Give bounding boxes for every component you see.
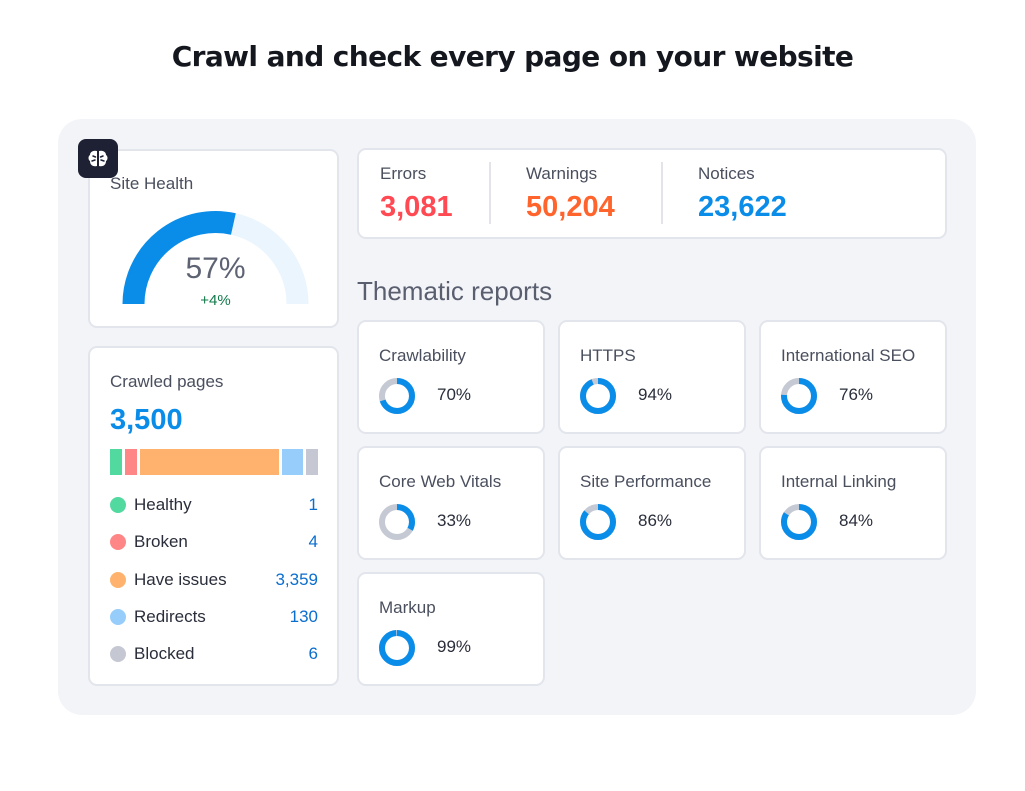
warnings-value: 50,204 <box>526 191 615 223</box>
report-card-international-seo[interactable]: International SEO 76% <box>759 320 947 434</box>
status-name: Have issues <box>134 569 227 589</box>
gauge-fill <box>122 211 236 305</box>
warnings-stat[interactable]: Warnings 50,204 <box>526 164 615 224</box>
crawled-row-have-issues[interactable]: Have issues 3,359 <box>110 568 318 592</box>
site-health-gauge <box>122 211 309 305</box>
divider <box>489 162 491 224</box>
gauge-track <box>230 213 309 305</box>
thematic-reports-title: Thematic reports <box>357 276 553 306</box>
report-name: Crawlability <box>379 346 466 365</box>
status-dot <box>110 646 126 663</box>
report-percent: 94% <box>638 385 673 404</box>
report-name: Site Performance <box>580 472 712 491</box>
status-dot <box>110 534 126 551</box>
donut-fill <box>379 378 415 414</box>
donut-fill <box>580 378 616 414</box>
divider <box>661 162 663 224</box>
site-health-value: 57% <box>185 252 246 285</box>
status-name: Blocked <box>134 644 195 664</box>
crawled-row-redirects[interactable]: Redirects 130 <box>110 605 318 629</box>
bar-segment-broken <box>125 449 137 475</box>
report-name: Internal Linking <box>781 472 897 491</box>
report-percent: 86% <box>638 511 673 530</box>
crawled-pages-total: 3,500 <box>110 404 183 436</box>
report-card-markup[interactable]: Markup 99% <box>357 572 545 686</box>
report-name: HTTPS <box>580 346 636 365</box>
donut-fill <box>781 504 817 540</box>
notices-stat[interactable]: Notices 23,622 <box>698 164 787 224</box>
report-card-crawlability[interactable]: Crawlability 70% <box>357 320 545 434</box>
report-card-internal-linking[interactable]: Internal Linking 84% <box>759 446 947 560</box>
status-count[interactable]: 130 <box>289 606 318 626</box>
status-count[interactable]: 1 <box>308 495 318 514</box>
crawled-row-healthy[interactable]: Healthy 1 <box>110 493 318 517</box>
status-name: Broken <box>134 532 188 552</box>
report-donut <box>379 504 415 540</box>
errors-stat[interactable]: Errors 3,081 <box>380 164 453 224</box>
status-count[interactable]: 6 <box>308 644 318 664</box>
crawled-row-broken[interactable]: Broken 4 <box>110 530 318 554</box>
bar-segment-have-issues <box>140 449 279 475</box>
report-percent: 84% <box>839 511 874 530</box>
report-card-site-performance[interactable]: Site Performance 86% <box>558 446 746 560</box>
site-health-delta: +4% <box>200 292 231 309</box>
notices-value: 23,622 <box>698 191 787 223</box>
site-health-card[interactable]: Site Health 57% +4% <box>88 149 339 328</box>
page-headline: Crawl and check every page on your websi… <box>171 40 854 73</box>
report-donut <box>781 504 817 540</box>
status-dot <box>110 497 126 513</box>
brain-icon-badge[interactable] <box>78 139 118 178</box>
report-donut <box>580 504 616 540</box>
crawled-pages-bar <box>110 449 318 475</box>
donut-fill <box>781 378 817 414</box>
crawled-pages-label: Crawled pages <box>110 372 224 391</box>
report-percent: 76% <box>839 385 874 404</box>
report-card-https[interactable]: HTTPS 94% <box>558 320 746 434</box>
report-donut <box>379 378 415 414</box>
report-name: International SEO <box>781 346 916 365</box>
report-card-core-web-vitals[interactable]: Core Web Vitals 33% <box>357 446 545 560</box>
donut-fill <box>379 504 415 540</box>
report-name: Markup <box>379 598 436 617</box>
notices-label: Notices <box>698 164 755 183</box>
brain-icon <box>88 150 108 166</box>
status-name: Redirects <box>134 606 206 626</box>
report-donut <box>379 630 415 666</box>
donut-fill <box>379 630 415 666</box>
report-name: Core Web Vitals <box>379 472 502 491</box>
crawled-pages-card[interactable]: Crawled pages 3,500 Healthy 1 Broken 4 Have … <box>88 346 339 686</box>
report-percent: 70% <box>437 385 472 404</box>
report-percent: 99% <box>437 637 472 656</box>
status-count[interactable]: 4 <box>308 532 318 552</box>
bar-segment-blocked <box>306 449 318 475</box>
report-donut <box>580 378 616 414</box>
bar-segment-redirects <box>282 449 303 475</box>
status-dot <box>110 608 126 625</box>
status-count[interactable]: 3,359 <box>275 569 318 589</box>
report-donut <box>781 378 817 414</box>
site-health-label: Site Health <box>110 174 194 193</box>
status-dot <box>110 571 126 588</box>
bar-segment-healthy <box>110 449 122 475</box>
errors-value: 3,081 <box>380 191 453 223</box>
issues-summary-card: Errors 3,081 Warnings 50,204 Notices 23,… <box>357 148 947 239</box>
warnings-label: Warnings <box>526 164 598 183</box>
errors-label: Errors <box>380 164 427 183</box>
crawled-row-blocked[interactable]: Blocked 6 <box>110 642 318 666</box>
donut-fill <box>580 504 616 540</box>
report-percent: 33% <box>437 511 472 530</box>
status-name: Healthy <box>134 495 192 514</box>
